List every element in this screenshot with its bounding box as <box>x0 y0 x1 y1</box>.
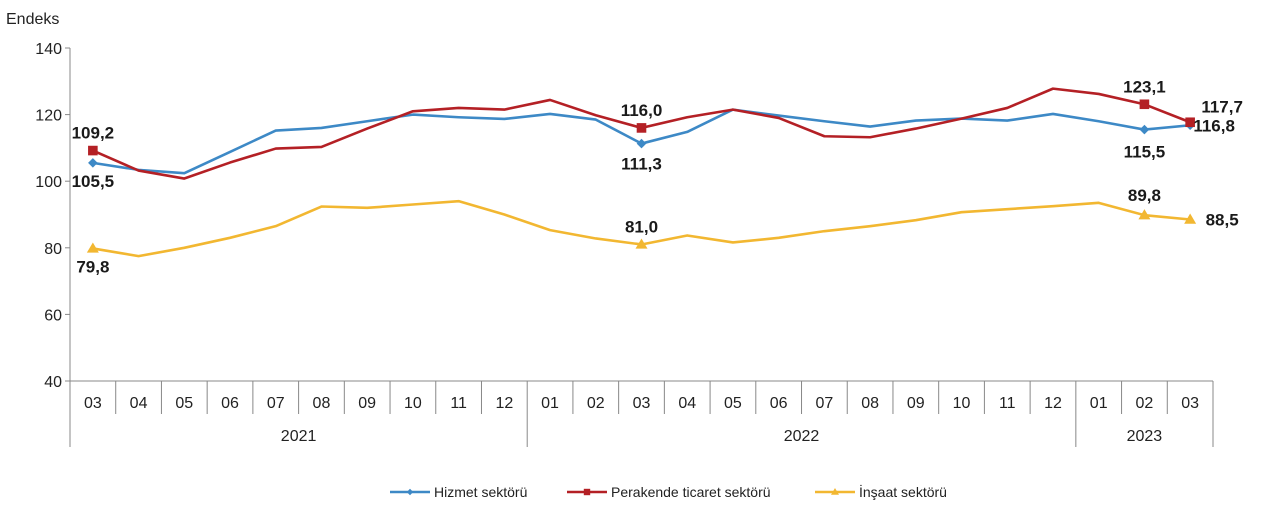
data-label: 116,0 <box>621 101 663 120</box>
data-label: 115,5 <box>1124 143 1166 162</box>
y-tick-label: 60 <box>44 307 62 324</box>
legend-marker-icon <box>583 488 591 496</box>
data-point-marker <box>1139 124 1150 135</box>
y-tick-label: 80 <box>44 241 62 258</box>
data-label: 123,1 <box>1123 77 1166 96</box>
x-tick-label: 10 <box>404 395 422 412</box>
legend-item: Perakende ticaret sektörü <box>567 484 771 500</box>
data-point-marker <box>1138 209 1151 220</box>
y-axis-title: Endeks <box>6 11 59 28</box>
year-label: 2022 <box>784 428 820 445</box>
x-tick-label: 12 <box>1044 395 1062 412</box>
year-label: 2023 <box>1127 428 1163 445</box>
data-point-marker <box>1185 117 1195 128</box>
data-label: 105,5 <box>72 172 115 191</box>
y-tick-label: 140 <box>35 41 62 58</box>
x-tick-label: 05 <box>724 395 742 412</box>
legend-item: Hizmet sektörü <box>390 484 527 500</box>
x-tick-label: 12 <box>495 395 513 412</box>
data-point-marker <box>86 242 99 253</box>
series-layer <box>86 87 1197 258</box>
legend-marker-icon <box>831 488 839 495</box>
x-tick-label: 05 <box>175 395 193 412</box>
legend-marker-icon <box>406 488 414 496</box>
data-point-marker <box>88 145 98 156</box>
data-labels: 105,5 111,3 115,5 116,8 109,2 116,0 123,1 117,7… <box>72 77 1243 276</box>
x-tick-label: 08 <box>861 395 879 412</box>
x-tick-label: 01 <box>541 395 559 412</box>
x-tick-label: 06 <box>221 395 239 412</box>
y-tick-label: 100 <box>35 174 62 191</box>
legend-label: İnşaat sektörü <box>859 483 947 500</box>
x-tick-label: 01 <box>1090 395 1108 412</box>
y-tick-label: 40 <box>44 374 62 391</box>
data-label: 117,7 <box>1201 97 1243 116</box>
data-point-marker <box>1184 213 1197 224</box>
x-tick-label: 09 <box>907 395 925 412</box>
x-tick-label: 11 <box>450 395 467 412</box>
x-tick-label: 07 <box>267 395 285 412</box>
year-label: 2021 <box>281 428 317 445</box>
data-label: 111,3 <box>621 155 662 174</box>
data-label: 88,5 <box>1206 210 1239 229</box>
data-label: 79,8 <box>76 257 109 276</box>
x-tick-label: 03 <box>84 395 102 412</box>
x-tick-label: 06 <box>770 395 788 412</box>
x-tick-label: 03 <box>1181 395 1199 412</box>
legend-item: İnşaat sektörü <box>815 483 947 500</box>
data-point-marker <box>1139 99 1150 110</box>
data-label: 109,2 <box>72 124 115 143</box>
legend: Hizmet sektörü Perakende ticaret sektörü İ… <box>390 483 947 500</box>
data-point-marker <box>88 158 98 168</box>
x-tick-label: 03 <box>633 395 651 412</box>
x-tick-label: 09 <box>358 395 376 412</box>
x-tick-label: 04 <box>678 395 696 412</box>
x-tick-label: 04 <box>130 395 148 412</box>
y-tick-label: 120 <box>35 108 62 125</box>
x-tick-label: 08 <box>313 395 331 412</box>
data-point-marker <box>635 238 648 249</box>
x-tick-label: 02 <box>1136 395 1154 412</box>
data-label: 81,0 <box>625 217 658 236</box>
legend-label: Hizmet sektörü <box>434 484 527 500</box>
x-tick-label: 11 <box>999 395 1016 412</box>
data-label: 116,8 <box>1193 116 1235 135</box>
data-point-marker <box>636 138 647 149</box>
data-label: 89,8 <box>1128 186 1161 205</box>
x-tick-label: 02 <box>587 395 605 412</box>
x-tick-label: 10 <box>953 395 971 412</box>
data-point-marker <box>636 123 647 133</box>
x-tick-label: 07 <box>815 395 833 412</box>
legend-label: Perakende ticaret sektörü <box>611 484 771 500</box>
